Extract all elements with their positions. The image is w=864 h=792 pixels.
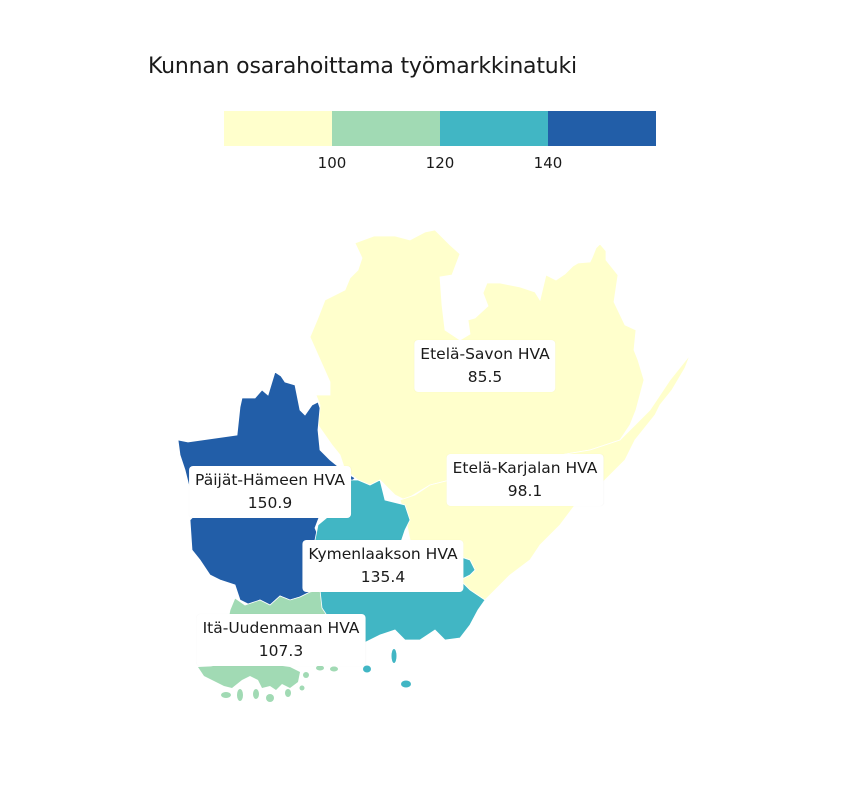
region-name: Itä-Uudenmaan HVA xyxy=(202,619,360,637)
region-value: 98.1 xyxy=(507,482,543,500)
island xyxy=(299,685,305,691)
region-name: Etelä-Karjalan HVA xyxy=(452,459,598,477)
region-value: 85.5 xyxy=(467,368,503,386)
label-kymenlaakso: Kymenlaakson HVA 135.4 xyxy=(302,540,464,592)
island xyxy=(391,649,397,663)
island xyxy=(221,692,231,698)
legend-bin-120-140 xyxy=(440,111,548,146)
region-value: 150.9 xyxy=(247,494,293,512)
legend-tick-140: 140 xyxy=(533,154,563,172)
label-etela-karjala: Etelä-Karjalan HVA 98.1 xyxy=(446,454,604,506)
island xyxy=(363,665,371,673)
island xyxy=(285,689,291,697)
label-paijat-hame: Päijät-Hämeen HVA 150.9 xyxy=(189,466,351,518)
region-value: 107.3 xyxy=(258,642,304,660)
region-name: Kymenlaakson HVA xyxy=(308,545,458,563)
region-value: 135.4 xyxy=(360,568,406,586)
island xyxy=(237,689,243,701)
island xyxy=(316,665,324,671)
region-ita-uusimaa-coast[interactable] xyxy=(198,664,300,690)
region-name: Etelä-Savon HVA xyxy=(420,345,550,363)
island xyxy=(330,666,338,672)
legend-bin-100-120 xyxy=(332,111,440,146)
island xyxy=(266,694,274,702)
map-title: Kunnan osarahoittama työmarkkinatuki xyxy=(148,54,577,79)
legend-bin-above-140 xyxy=(548,111,656,146)
legend-tick-120: 120 xyxy=(425,154,455,172)
label-ita-uusimaa: Itä-Uudenmaan HVA 107.3 xyxy=(196,614,366,666)
region-name: Päijät-Hämeen HVA xyxy=(195,471,345,489)
color-legend xyxy=(224,111,656,146)
legend-tick-100: 100 xyxy=(317,154,347,172)
island xyxy=(253,689,259,699)
label-etela-savo: Etelä-Savon HVA 85.5 xyxy=(414,340,556,392)
island xyxy=(303,672,309,678)
island xyxy=(401,680,411,688)
legend-bin-below-100 xyxy=(224,111,332,146)
